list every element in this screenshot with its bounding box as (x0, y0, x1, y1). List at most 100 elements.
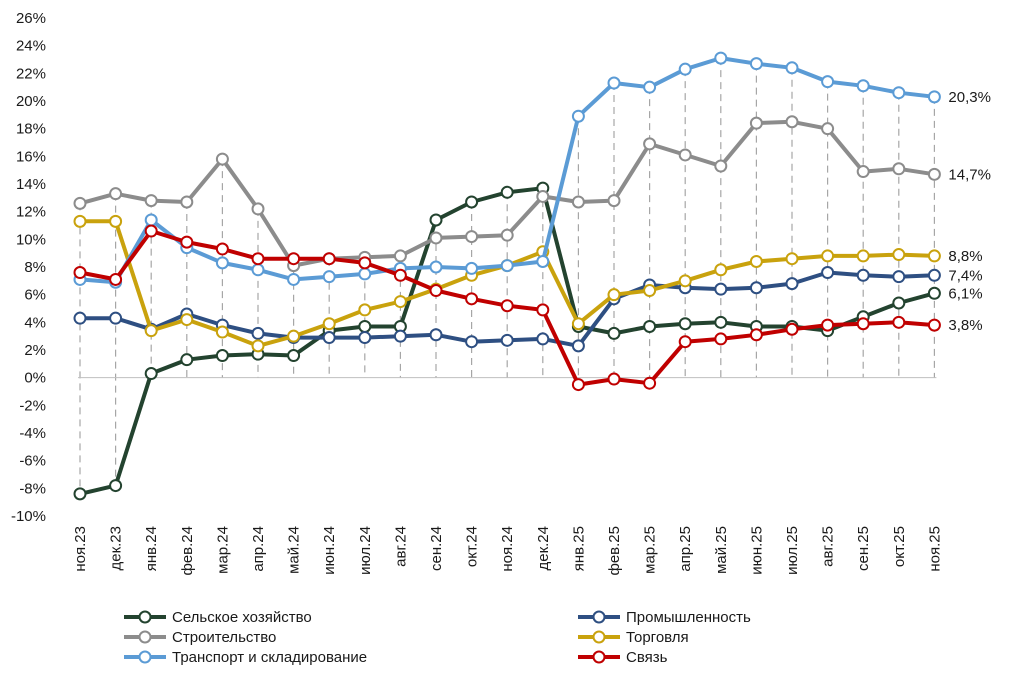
data-point (607, 194, 621, 208)
data-point (927, 167, 941, 181)
y-tick-label: 4% (24, 314, 46, 331)
data-point (785, 277, 799, 291)
data-point (536, 332, 550, 346)
data-point (571, 109, 585, 123)
data-point (749, 281, 763, 295)
data-point (465, 195, 479, 209)
data-point (643, 319, 657, 333)
data-point (927, 249, 941, 263)
data-point (322, 317, 336, 331)
data-point (73, 266, 87, 280)
legend: Сельское хозяйство Промышленность Строител… (124, 609, 751, 666)
data-point (358, 331, 372, 345)
data-point (500, 333, 514, 347)
data-point (714, 332, 728, 346)
data-point (109, 479, 123, 493)
data-point (180, 313, 194, 327)
legend-swatch-marker (138, 630, 152, 644)
y-tick-label: 24% (16, 38, 46, 55)
data-point (465, 230, 479, 244)
x-tick-label: апр.25 (677, 526, 694, 572)
data-point (749, 328, 763, 342)
data-point (678, 148, 692, 162)
y-axis: -10% -8% -6% -4% -2% 0% 2% 4% 6% 8% 10% 12% 14% 16% 18… (11, 10, 46, 525)
data-point (429, 213, 443, 227)
data-point (251, 263, 265, 277)
data-point (287, 349, 301, 363)
legend-swatch-marker (592, 610, 606, 624)
legend-label: Транспорт и складирование (172, 649, 367, 666)
data-point (429, 284, 443, 298)
legend-item: Строительство (124, 629, 276, 646)
legend-label: Промышленность (626, 609, 751, 626)
x-tick-label: дек.24 (535, 526, 552, 571)
data-point (358, 303, 372, 317)
series-2 (73, 115, 941, 273)
data-point (856, 249, 870, 263)
data-point (109, 272, 123, 286)
y-tick-label: 12% (16, 204, 46, 221)
data-point (251, 252, 265, 266)
data-point (500, 228, 514, 242)
data-point (287, 252, 301, 266)
data-point (180, 195, 194, 209)
data-point (322, 270, 336, 284)
data-point (714, 282, 728, 296)
data-point (785, 252, 799, 266)
end-value-label: 20,3% (948, 89, 991, 106)
data-point (322, 252, 336, 266)
data-point (429, 260, 443, 274)
y-tick-label: -10% (11, 508, 46, 525)
data-point (785, 115, 799, 129)
data-point (251, 326, 265, 340)
data-point (500, 185, 514, 199)
y-tick-label: 0% (24, 370, 46, 387)
x-tick-label: янв.25 (570, 526, 587, 571)
data-point (215, 325, 229, 339)
data-point (927, 286, 941, 300)
legend-swatch-marker (138, 610, 152, 624)
series-4 (73, 51, 941, 289)
data-point (429, 328, 443, 342)
y-tick-label: 10% (16, 231, 46, 248)
legend-item: Сельское хозяйство (124, 609, 312, 626)
x-axis: ноя.23 дек.23 янв.24 фев.24 мар.24 апр.24 май.… (72, 377, 943, 576)
data-point (109, 311, 123, 325)
data-point (571, 195, 585, 209)
x-tick-label: окт.24 (464, 526, 481, 567)
data-point (678, 335, 692, 349)
x-tick-label: июл.24 (357, 526, 374, 575)
legend-label: Строительство (172, 629, 276, 646)
data-point (821, 266, 835, 280)
data-point (856, 79, 870, 93)
data-point (109, 187, 123, 201)
end-value-label: 3,8% (948, 317, 982, 334)
end-value-label: 6,1% (948, 285, 982, 302)
data-point (215, 349, 229, 363)
data-point (73, 214, 87, 228)
data-point (215, 152, 229, 166)
data-point (180, 353, 194, 367)
data-point (73, 196, 87, 210)
x-tick-label: ноя.24 (499, 526, 516, 572)
series-group (73, 51, 941, 501)
legend-item: Транспорт и складирование (124, 649, 367, 666)
legend-label: Связь (626, 649, 668, 666)
data-point (287, 272, 301, 286)
data-point (643, 376, 657, 390)
data-point (144, 367, 158, 381)
x-tick-label: апр.24 (250, 526, 267, 572)
data-point (322, 331, 336, 345)
data-point (144, 224, 158, 238)
data-point (393, 329, 407, 343)
data-point (892, 248, 906, 262)
data-point (180, 235, 194, 249)
x-tick-label: ноя.23 (72, 526, 89, 572)
data-point (500, 299, 514, 313)
series-line (78, 56, 937, 285)
data-point (571, 378, 585, 392)
data-point (358, 267, 372, 281)
data-point (678, 317, 692, 331)
y-tick-label: 14% (16, 176, 46, 193)
x-tick-label: дек.23 (108, 526, 125, 571)
